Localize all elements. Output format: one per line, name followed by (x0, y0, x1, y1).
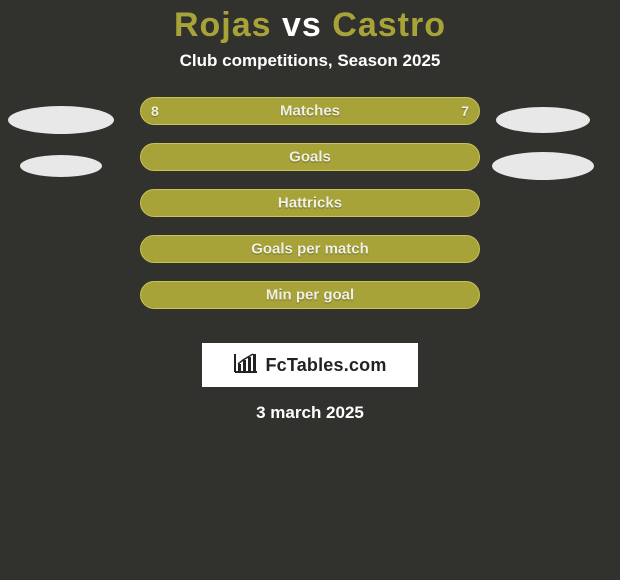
stat-rows: Matches8 7 Goals Hattricks Goals per match Mi… (0, 97, 620, 327)
stat-row: Goals (0, 143, 620, 189)
stat-row: Hattricks (0, 189, 620, 235)
title-vs: vs (272, 6, 333, 44)
left-value-ellipse (8, 106, 114, 134)
stat-bar: Goals (140, 143, 480, 171)
stat-label: Hattricks (141, 195, 479, 212)
stat-row: Min per goal (0, 281, 620, 327)
stat-bar: Hattricks (140, 189, 480, 217)
stat-right-value: 7 (461, 103, 469, 119)
brand-box[interactable]: FcTables.com (202, 343, 418, 387)
footer-date: 3 march 2025 (0, 403, 620, 423)
stat-label: Min per goal (141, 287, 479, 304)
player-left-name: Rojas (174, 6, 272, 44)
left-value-ellipse (20, 155, 102, 177)
stat-label: Goals (141, 149, 479, 166)
stat-row: Matches8 7 (0, 97, 620, 143)
infographic-container: Rojas vs Castro Club competitions, Seaso… (0, 6, 620, 423)
right-value-ellipse (492, 152, 594, 180)
stat-bar: Matches8 7 (140, 97, 480, 125)
right-value-ellipse (496, 107, 590, 133)
bar-chart-icon (233, 352, 259, 379)
stat-bar: Goals per match (140, 235, 480, 263)
stat-row: Goals per match (0, 235, 620, 281)
brand-text: FcTables.com (265, 355, 386, 376)
stat-left-value: 8 (151, 103, 159, 119)
stat-label: Matches (141, 103, 479, 120)
title: Rojas vs Castro (0, 6, 620, 45)
player-right-name: Castro (332, 6, 446, 44)
stat-label: Goals per match (141, 241, 479, 258)
stat-bar: Min per goal (140, 281, 480, 309)
subtitle: Club competitions, Season 2025 (0, 51, 620, 71)
